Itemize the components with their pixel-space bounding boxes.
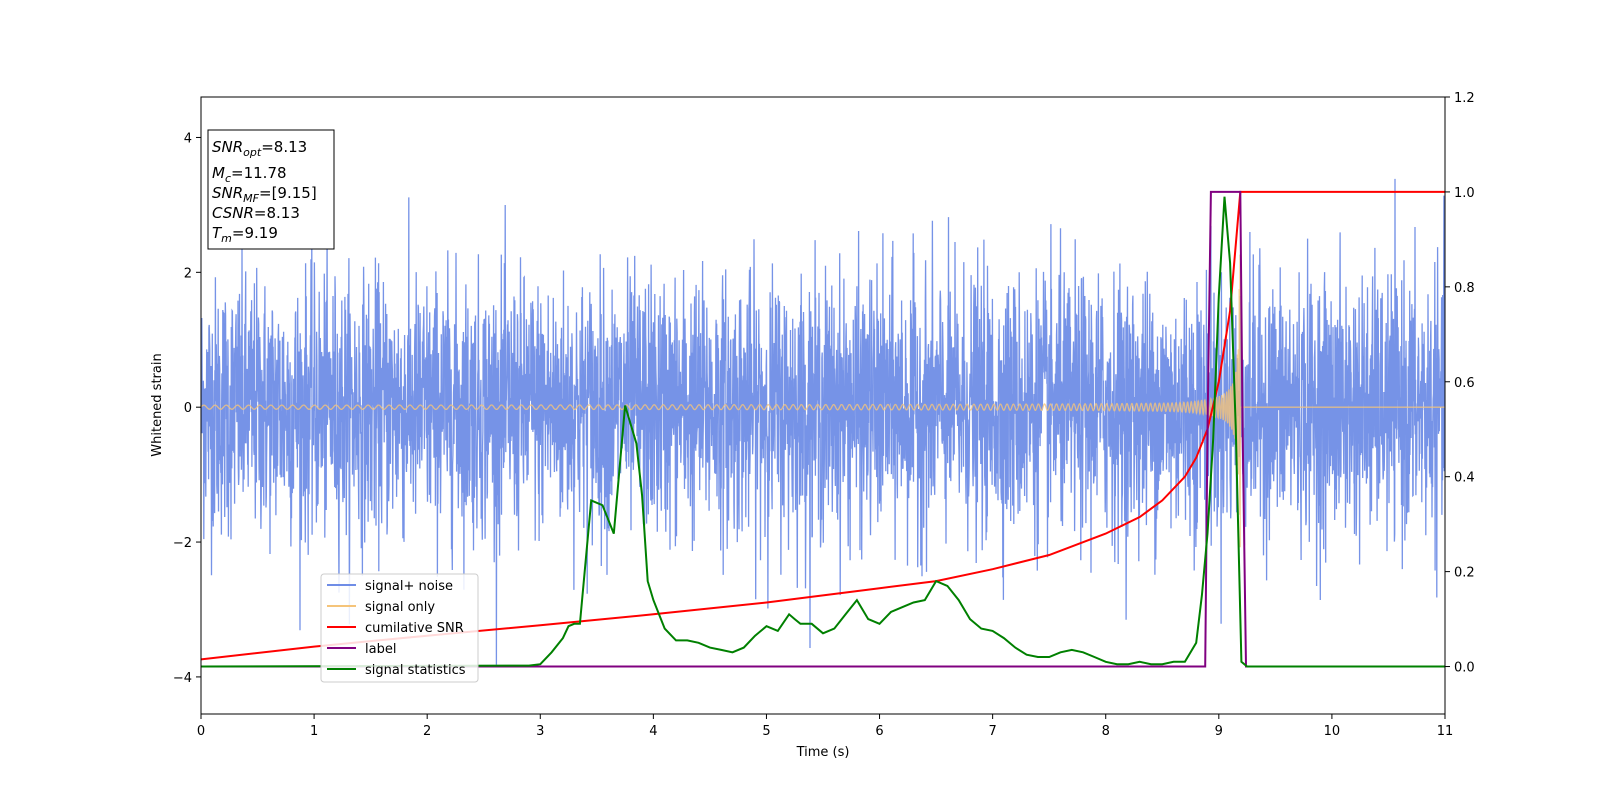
info-mc-value: =11.78	[231, 164, 287, 182]
x-axis: 0 1 2 3 4 5 6 7 8 9 10 11	[197, 714, 1453, 739]
info-box: SNRopt=8.13 Mc=11.78 SNRMF=[9.15] CSNR=8…	[207, 129, 335, 250]
y-left-tick-label: 0	[184, 401, 192, 416]
legend-label-signal-noise: signal+ noise	[365, 579, 453, 594]
info-snr-opt: SNRopt=8.13	[212, 138, 307, 159]
x-tick-label: 2	[423, 724, 431, 739]
info-snr-mf-value: =[9.15]	[259, 184, 317, 202]
y-right-tick-label: 0.8	[1454, 281, 1475, 296]
x-tick-label: 1	[310, 724, 318, 739]
series-line-signal-statistics	[201, 196, 1445, 668]
x-tick-label: 7	[988, 724, 996, 739]
plot-frame	[200, 96, 1446, 715]
y-right-tick-label: 0.4	[1454, 471, 1475, 486]
info-snr-mf-sub: MF	[243, 192, 259, 205]
info-csnr-main: CSNR	[212, 204, 254, 222]
info-snr-mf-main: SNR	[212, 184, 243, 202]
info-snr-mf: SNRMF=[9.15]	[212, 184, 317, 205]
y-right-tick-label: 1.0	[1454, 186, 1475, 201]
legend-label-cumulative-snr: cumilative SNR	[365, 621, 464, 636]
y-left-tick-label: −2	[173, 536, 192, 551]
info-snr-opt-main: SNR	[212, 138, 243, 156]
y-right-tick-label: 0.6	[1454, 376, 1475, 391]
x-tick-label: 3	[536, 724, 544, 739]
info-tm-sub: m	[221, 232, 232, 245]
legend-label-label: label	[365, 642, 396, 657]
x-tick-label: 4	[649, 724, 657, 739]
x-tick-label: 5	[762, 724, 770, 739]
info-box-frame	[207, 129, 335, 250]
info-mc-sub: c	[225, 172, 231, 185]
legend-frame	[320, 573, 479, 683]
info-mc: Mc=11.78	[212, 164, 287, 185]
y-right-tick-label: 0.0	[1454, 661, 1475, 676]
y-left-tick-label: −4	[173, 671, 192, 686]
info-mc-main: M	[212, 164, 225, 182]
info-csnr-value: =8.13	[254, 204, 300, 222]
plot-content	[201, 178, 1445, 668]
legend: signal+ noise signal only cumilative SNR…	[320, 573, 479, 683]
y-left-tick-label: 2	[184, 266, 192, 281]
x-tick-label: 6	[875, 724, 883, 739]
info-csnr: CSNR=8.13	[212, 204, 300, 222]
x-tick-label: 9	[1215, 724, 1223, 739]
legend-label-signal-statistics: signal statistics	[365, 663, 466, 678]
y-axis-title: Whitened strain	[150, 353, 165, 456]
y-left-tick-label: 4	[184, 131, 192, 146]
info-snr-opt-sub: opt	[243, 146, 262, 159]
y-right-tick-label: 1.2	[1454, 91, 1475, 106]
legend-label-signal-only: signal only	[365, 600, 435, 615]
info-tm: Tm=9.19	[212, 224, 278, 245]
series-line-label	[201, 190, 1445, 668]
series-line-signal-only	[201, 254, 1445, 548]
x-axis-title: Time (s)	[796, 745, 850, 760]
y-axis-left: −4 −2 0 2 4	[173, 131, 201, 686]
x-tick-label: 0	[197, 724, 205, 739]
info-tm-value: =9.19	[232, 224, 278, 242]
y-axis-right: 0.0 0.2 0.4 0.6 0.8 1.0 1.2	[1445, 91, 1475, 676]
x-tick-label: 10	[1324, 724, 1341, 739]
info-snr-opt-value: =8.13	[261, 138, 307, 156]
info-tm-main: T	[212, 224, 223, 242]
x-tick-label: 8	[1102, 724, 1110, 739]
y-right-tick-label: 0.2	[1454, 566, 1475, 581]
x-tick-label: 11	[1437, 724, 1454, 739]
series-line-cumulative-snr	[201, 190, 1445, 661]
